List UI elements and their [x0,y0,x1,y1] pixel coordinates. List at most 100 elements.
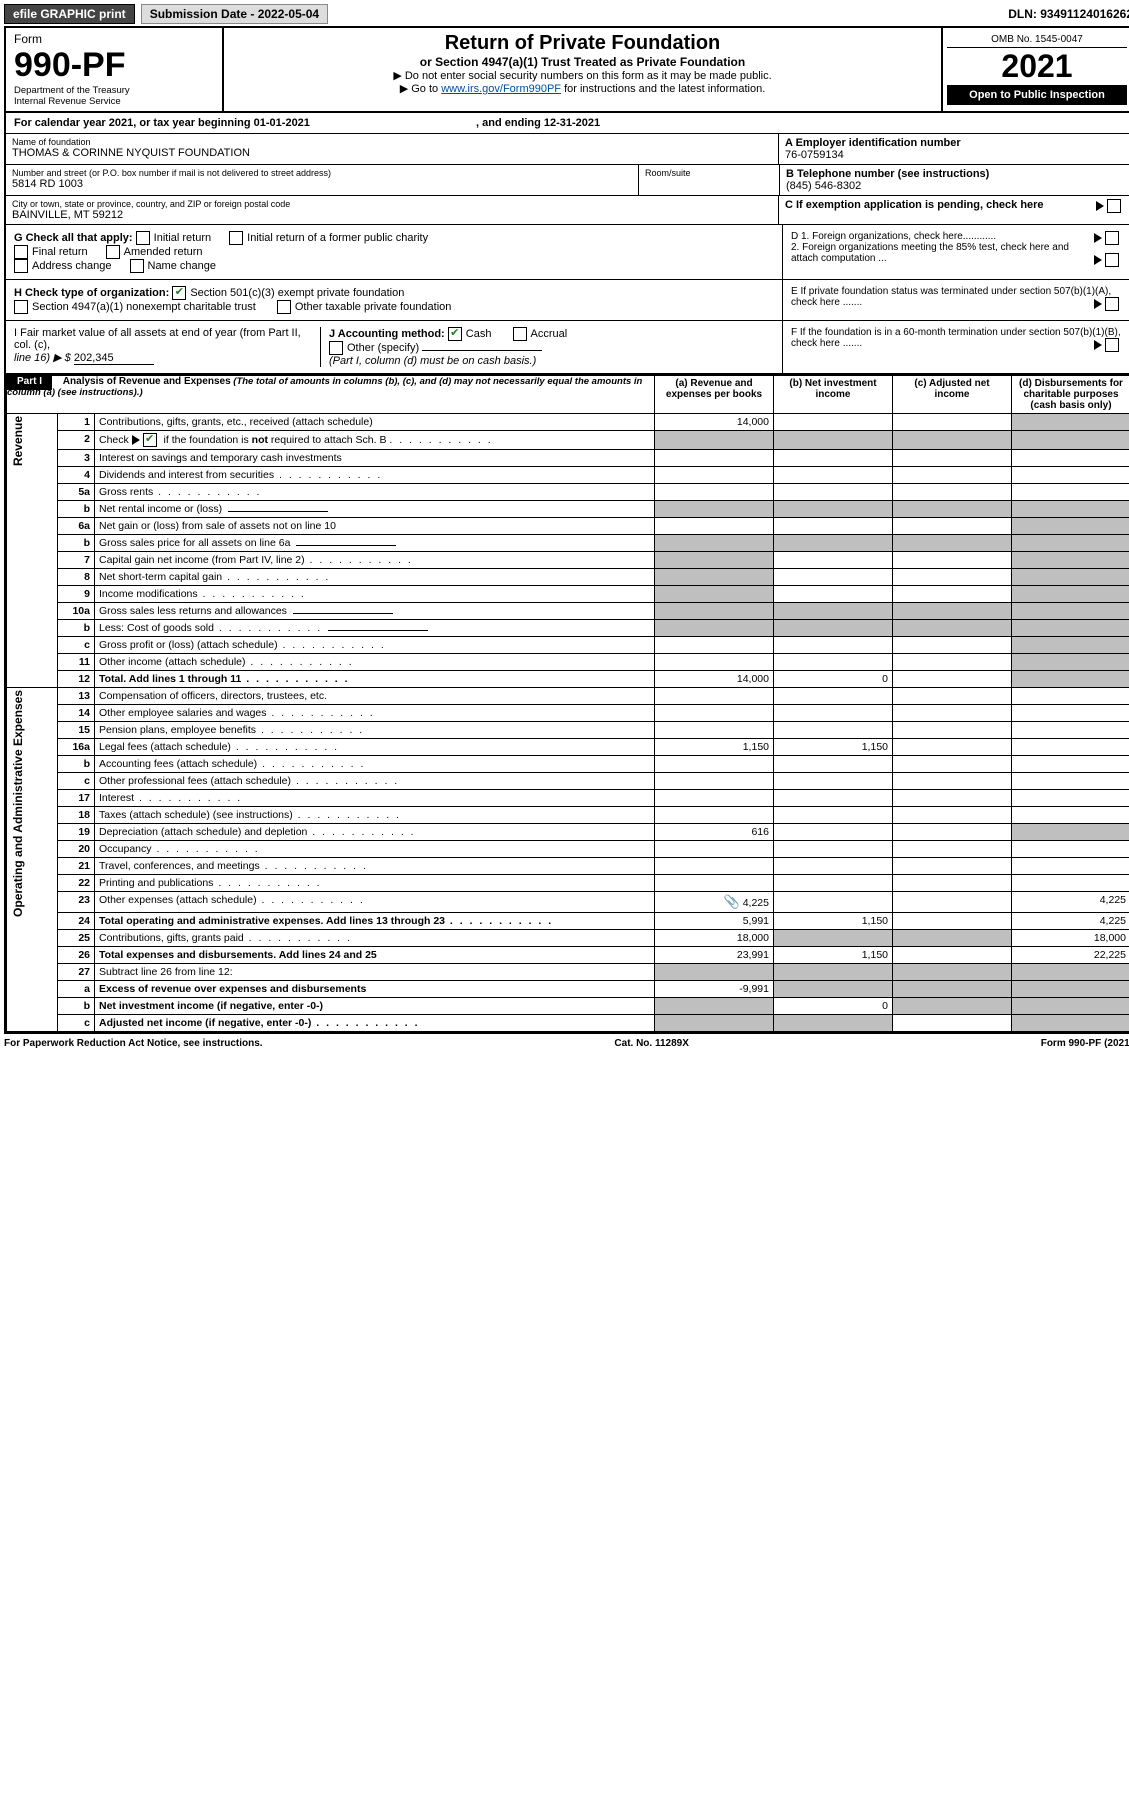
col-d-header: (d) Disbursements for charitable purpose… [1012,376,1129,414]
amount-cell [655,518,774,535]
g-opt-checkbox[interactable] [106,245,120,259]
table-row: cOther professional fees (attach schedul… [7,773,1129,790]
table-row: 25Contributions, gifts, grants paid18,00… [7,930,1129,947]
j-cash: Cash [466,328,492,340]
schb-checkbox[interactable] [143,433,157,447]
table-row: bAccounting fees (attach schedule) [7,756,1129,773]
g-opt-label: Initial return of a former public charit… [247,232,428,244]
amount-cell [1012,739,1129,756]
attachment-icon[interactable]: 📎 [724,894,740,909]
f-checkbox[interactable] [1105,338,1119,352]
line-number: 24 [58,913,95,930]
g-opt-checkbox[interactable] [136,231,150,245]
amount-cell [655,552,774,569]
table-row: cAdjusted net income (if negative, enter… [7,1015,1129,1032]
amount-cell [1012,688,1129,705]
amount-cell [893,620,1012,637]
line-description: Travel, conferences, and meetings [95,858,655,875]
g-opt-checkbox[interactable] [14,259,28,273]
amount-cell [655,722,774,739]
line-number: c [58,637,95,654]
amount-cell [1012,981,1129,998]
amount-cell: 1,150 [655,739,774,756]
col-a-header: (a) Revenue and expenses per books [655,376,774,414]
line-description: Dividends and interest from securities [95,467,655,484]
amount-cell [1012,620,1129,637]
amount-cell: 14,000 [655,414,774,431]
col-b-header: (b) Net investment income [774,376,893,414]
amount-cell [655,841,774,858]
line-number: b [58,620,95,637]
e-label: E If private foundation status was termi… [791,286,1111,308]
d2-checkbox[interactable] [1105,253,1119,267]
line-number: 14 [58,705,95,722]
foundation-name: THOMAS & CORINNE NYQUIST FOUNDATION [12,147,772,159]
table-row: 26Total expenses and disbursements. Add … [7,947,1129,964]
arrow-icon [1094,340,1102,350]
g-opt-checkbox[interactable] [229,231,243,245]
amount-cell [774,773,893,790]
e-checkbox[interactable] [1105,297,1119,311]
footer-right: Form 990-PF (2021) [1041,1038,1129,1049]
j-accrual: Accrual [531,328,568,340]
amount-cell [774,1015,893,1032]
line-description: Capital gain net income (from Part IV, l… [95,552,655,569]
amount-cell [893,722,1012,739]
i-label-b: line 16) ▶ $ [14,352,71,364]
amount-cell [893,431,1012,450]
form990pf-link[interactable]: www.irs.gov/Form990PF [441,83,561,95]
line-number: 6a [58,518,95,535]
amount-cell [774,875,893,892]
h-501c3-checkbox[interactable] [172,286,186,300]
line-description: Gross sales price for all assets on line… [95,535,655,552]
line-description: Printing and publications [95,875,655,892]
line-description: Compensation of officers, directors, tru… [95,688,655,705]
j-label: J Accounting method: [329,328,445,340]
g-opt-checkbox[interactable] [130,259,144,273]
amount-cell [893,807,1012,824]
table-row: 21Travel, conferences, and meetings [7,858,1129,875]
amount-cell [774,824,893,841]
line-number: 8 [58,569,95,586]
amount-cell [1012,824,1129,841]
amount-cell [655,705,774,722]
amount-cell [655,964,774,981]
amount-cell [893,501,1012,518]
instr-2-post: for instructions and the latest informat… [561,83,765,95]
table-row: Operating and Administrative Expenses13C… [7,688,1129,705]
line-number: 13 [58,688,95,705]
d1-checkbox[interactable] [1105,231,1119,245]
amount-cell [655,790,774,807]
c-checkbox[interactable] [1107,199,1121,213]
line-number: b [58,535,95,552]
amount-cell [1012,705,1129,722]
amount-cell [1012,964,1129,981]
part1-table: Part I Analysis of Revenue and Expenses … [6,375,1129,1032]
amount-cell [893,569,1012,586]
amount-cell [774,964,893,981]
amount-cell [655,569,774,586]
amount-cell [655,431,774,450]
efile-print-button[interactable]: efile GRAPHIC print [4,4,135,24]
line-description: Excess of revenue over expenses and disb… [95,981,655,998]
j-other-checkbox[interactable] [329,341,343,355]
amount-cell [1012,450,1129,467]
amount-cell [655,637,774,654]
amount-cell [893,1015,1012,1032]
name-ein-row: Name of foundation THOMAS & CORINNE NYQU… [6,134,1129,165]
h-other-checkbox[interactable] [277,300,291,314]
j-accrual-checkbox[interactable] [513,327,527,341]
table-row: 17Interest [7,790,1129,807]
h-4947-checkbox[interactable] [14,300,28,314]
amount-cell [1012,535,1129,552]
amount-cell [774,501,893,518]
line-number: b [58,998,95,1015]
amount-cell [655,1015,774,1032]
amount-cell [893,484,1012,501]
amount-cell: 616 [655,824,774,841]
j-cash-checkbox[interactable] [448,327,462,341]
g-opt-checkbox[interactable] [14,245,28,259]
instr-1: ▶ Do not enter social security numbers o… [234,69,931,82]
table-row: 8Net short-term capital gain [7,569,1129,586]
table-row: bGross sales price for all assets on lin… [7,535,1129,552]
